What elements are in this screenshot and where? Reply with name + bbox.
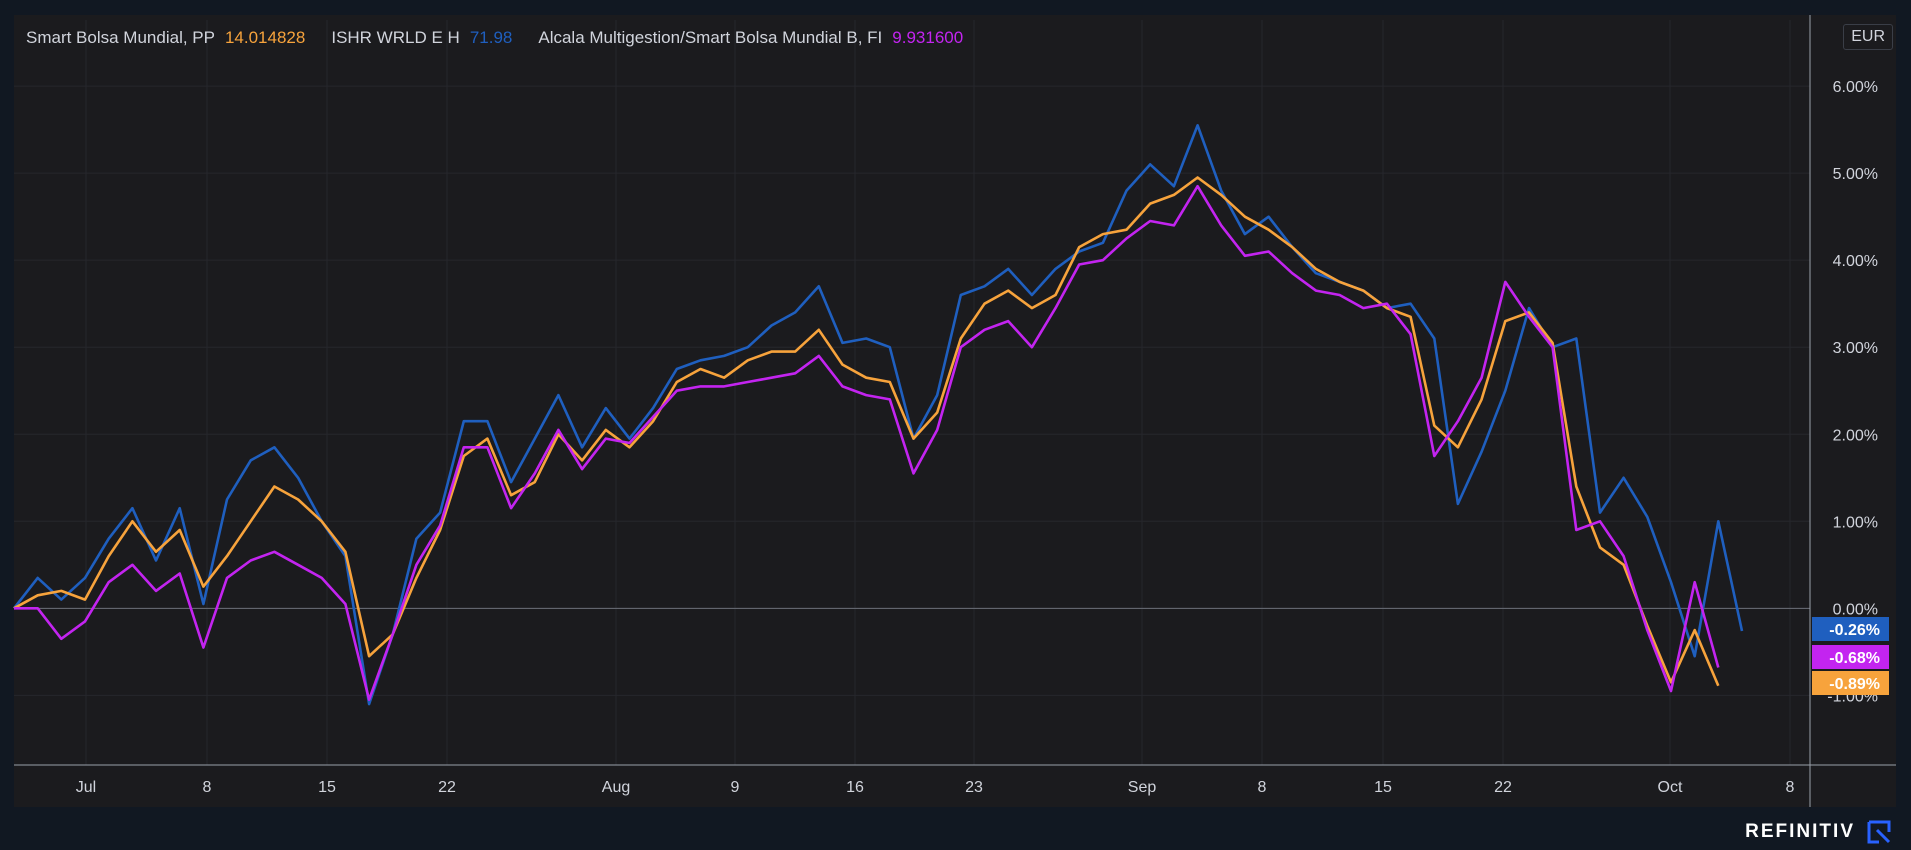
x-tick-label: 15 [318,779,336,796]
series-line-0 [12,124,1744,706]
last-value-badge [1812,617,1889,641]
legend-value: 9.931600 [892,28,964,47]
legend-value: 71.98 [469,28,513,47]
x-tick-label: 22 [1494,779,1512,796]
x-tick-label: Oct [1658,779,1683,796]
legend-item-ishr[interactable]: ISHR WRLD E H 71.98 [331,28,512,48]
legend-value: 14.014828 [224,28,306,47]
series-line-2 [14,184,1720,702]
legend-name: ISHR WRLD E H [331,28,460,47]
last-value-label: -0.89% [1829,676,1880,693]
y-tick-label: 3.00% [1833,340,1878,357]
legend-item-alcala[interactable]: Alcala Multigestion/Smart Bolsa Mundial … [538,28,963,48]
x-tick-label: 8 [1786,779,1795,796]
y-tick-label: 4.00% [1833,253,1878,270]
last-value-label: -0.68% [1829,650,1880,667]
x-tick-label: 22 [438,779,456,796]
brand-logo: REFINITIV [1745,818,1893,846]
legend-name: Smart Bolsa Mundial, PP [26,28,215,47]
x-tick-label: Sep [1128,779,1157,796]
last-value-badge [1812,671,1889,695]
x-tick-label: 8 [1258,779,1267,796]
y-tick-label: 6.00% [1833,79,1878,96]
y-tick-label: 1.00% [1833,514,1878,531]
y-tick-label: 5.00% [1833,166,1878,183]
currency-button[interactable]: EUR [1843,24,1893,50]
x-tick-label: Aug [602,779,630,796]
legend-name: Alcala Multigestion/Smart Bolsa Mundial … [538,28,883,47]
x-tick-label: 15 [1374,779,1392,796]
legend-item-smart-bolsa[interactable]: Smart Bolsa Mundial, PP 14.014828 [26,28,305,48]
chart-panel [14,15,1896,807]
x-tick-label: 8 [203,779,212,796]
x-tick-label: Jul [76,779,96,796]
x-tick-label: 9 [731,779,740,796]
refinitiv-icon [1867,820,1891,844]
series-line-1 [13,176,1720,687]
last-value-label: -0.26% [1829,622,1880,639]
y-tick-label: 0.00% [1833,601,1878,618]
brand-name: REFINITIV [1745,821,1855,842]
last-value-badge [1812,645,1889,669]
x-tick-label: 23 [965,779,983,796]
y-tick-label: 2.00% [1833,427,1878,444]
legend: Smart Bolsa Mundial, PP 14.014828 ISHR W… [26,26,989,50]
x-tick-label: 16 [846,779,864,796]
